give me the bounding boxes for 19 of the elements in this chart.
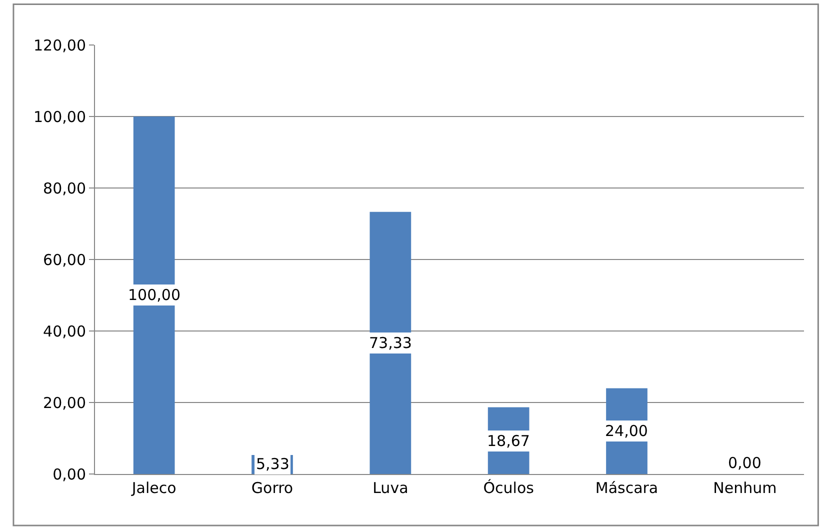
y-tick-label: 60,00 bbox=[43, 250, 86, 269]
data-label: 73,33 bbox=[369, 334, 412, 352]
data-label: 24,00 bbox=[605, 422, 648, 440]
x-tick-label: Nenhum bbox=[713, 479, 777, 497]
y-tick-label: 120,00 bbox=[34, 36, 86, 54]
data-label: 5,33 bbox=[256, 455, 290, 473]
x-tick-label: Óculos bbox=[483, 479, 534, 497]
y-tick-label: 100,00 bbox=[34, 108, 86, 126]
x-tick-label: Jaleco bbox=[130, 479, 176, 497]
y-tick-label: 80,00 bbox=[43, 179, 86, 198]
data-label: 0,00 bbox=[728, 454, 762, 472]
data-label: 18,67 bbox=[487, 432, 530, 450]
data-label: 100,00 bbox=[128, 286, 180, 304]
y-tick-label: 0,00 bbox=[52, 465, 86, 484]
y-tick-label: 40,00 bbox=[43, 322, 86, 340]
x-tick-label: Luva bbox=[372, 479, 408, 497]
x-tick-label: Gorro bbox=[251, 479, 294, 497]
x-tick-label: Máscara bbox=[595, 479, 658, 497]
y-tick-label: 20,00 bbox=[43, 394, 86, 412]
